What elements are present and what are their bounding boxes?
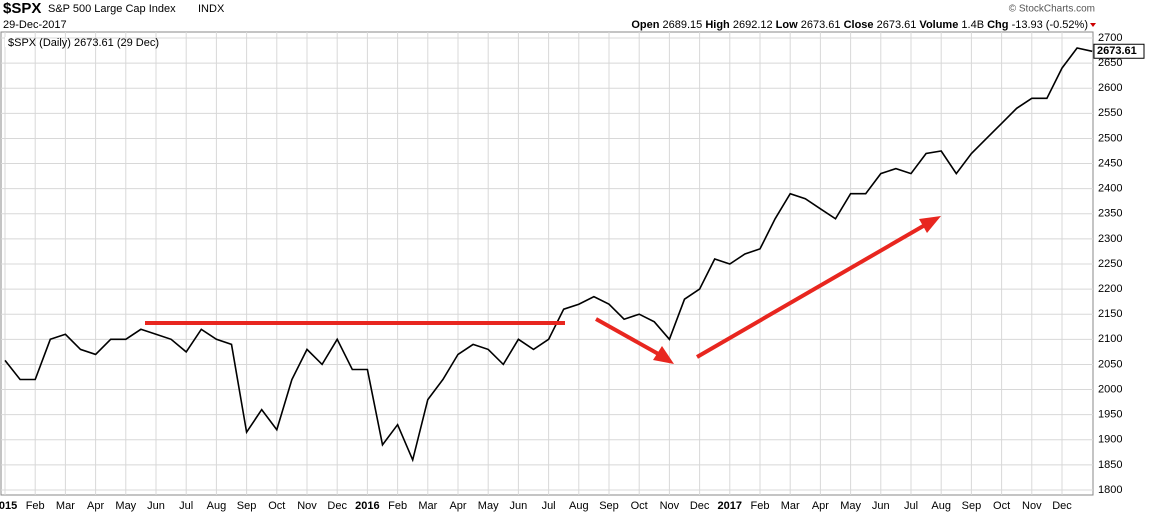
x-tick-label: Apr [87, 500, 104, 512]
x-tick-label: Feb [26, 500, 45, 512]
x-tick-label: Nov [297, 500, 317, 512]
value: 2673.61 [877, 19, 917, 31]
y-tick-label: 2700 [1098, 32, 1122, 44]
x-tick-label: Dec [327, 500, 347, 512]
y-tick-label: 2450 [1098, 157, 1122, 169]
x-tick-label: Nov [1022, 500, 1042, 512]
y-tick-label: 2000 [1098, 383, 1122, 395]
x-tick-label: Sep [962, 500, 982, 512]
value: 2692.12 [733, 19, 773, 31]
x-tick-label: Aug [207, 500, 227, 512]
index-name: S&P 500 Large Cap Index [48, 3, 176, 15]
x-tick-label: Jul [904, 500, 918, 512]
annotations [145, 216, 941, 364]
x-tick-label: 2017 [718, 500, 742, 512]
y-tick-label: 2350 [1098, 208, 1122, 220]
x-tick-label: Sep [237, 500, 257, 512]
y-tick-label: 1800 [1098, 484, 1122, 496]
down-arrow [1090, 23, 1096, 27]
y-tick-label: 2200 [1098, 283, 1122, 295]
value: -13.93 (-0.52%) [1012, 19, 1088, 31]
x-tick-label: Oct [993, 500, 1010, 512]
exchange: INDX [198, 3, 225, 15]
arrow-down [595, 317, 663, 358]
y-tick-label: 2300 [1098, 233, 1122, 245]
label: Open [631, 19, 659, 31]
x-tick-label: May [115, 500, 136, 512]
x-tick-label: Aug [569, 500, 589, 512]
x-tick-label: Mar [781, 500, 800, 512]
label: Chg [987, 19, 1008, 31]
y-tick-label: 2650 [1098, 57, 1122, 69]
date: 29-Dec-2017 [3, 19, 67, 31]
x-tick-label: Feb [388, 500, 407, 512]
y-tick-label: 2250 [1098, 258, 1122, 270]
value: 2689.15 [663, 19, 703, 31]
label: High [705, 19, 730, 31]
x-tick-label: Sep [599, 500, 619, 512]
symbol: $SPX [3, 0, 41, 17]
x-tick-label: Oct [631, 500, 648, 512]
label: Volume [919, 19, 958, 31]
y-tick-label: 2400 [1098, 183, 1122, 195]
y-tick-label: 1850 [1098, 459, 1122, 471]
x-tick-label: 2016 [355, 500, 379, 512]
y-tick-label: 2050 [1098, 358, 1122, 370]
x-tick-label: 2015 [0, 500, 17, 512]
x-tick-label: Nov [660, 500, 680, 512]
y-tick-label: 2500 [1098, 132, 1122, 144]
x-tick-label: Apr [449, 500, 466, 512]
x-tick-label: Jun [510, 500, 528, 512]
x-tick-label: Apr [812, 500, 829, 512]
y-tick-label: 2100 [1098, 333, 1122, 345]
x-tick-label: Jul [179, 500, 193, 512]
y-tick-label: 1900 [1098, 434, 1122, 446]
x-tick-label: Mar [418, 500, 437, 512]
value: 1.4B [961, 19, 984, 31]
arrow-head [919, 216, 941, 233]
copyright: © StockCharts.com [1009, 4, 1095, 15]
x-tick-label: Dec [690, 500, 710, 512]
x-tick-label: Feb [751, 500, 770, 512]
price-line [4, 47, 1093, 463]
x-tick-label: Jun [147, 500, 165, 512]
y-tick-label: 2600 [1098, 82, 1122, 94]
x-tick-label: May [840, 500, 861, 512]
x-tick-label: May [478, 500, 499, 512]
y-tick-label: 1950 [1098, 409, 1122, 421]
x-tick-label: Jun [872, 500, 890, 512]
x-tick-label: Aug [931, 500, 951, 512]
ohlc: Open 2689.15 High 2692.12 Low 2673.61 Cl… [631, 19, 1088, 31]
value: 2673.61 [801, 19, 841, 31]
x-tick-label: Mar [56, 500, 75, 512]
x-tick-label: Dec [1052, 500, 1072, 512]
legend-box [5, 37, 15, 47]
x-tick-label: Oct [268, 500, 285, 512]
arrow-up [695, 223, 927, 359]
price-tag [1093, 43, 1145, 59]
y-tick-label: 2150 [1098, 308, 1122, 320]
y-tick-label: 2550 [1098, 107, 1122, 119]
label: Low [776, 19, 798, 31]
x-tick-label: Jul [542, 500, 556, 512]
label: Close [844, 19, 874, 31]
price-tag-label: 2673.61 [1097, 45, 1137, 57]
arrow-head [653, 346, 674, 364]
legend: $SPX (Daily) 2673.61 (29 Dec) [8, 37, 159, 49]
